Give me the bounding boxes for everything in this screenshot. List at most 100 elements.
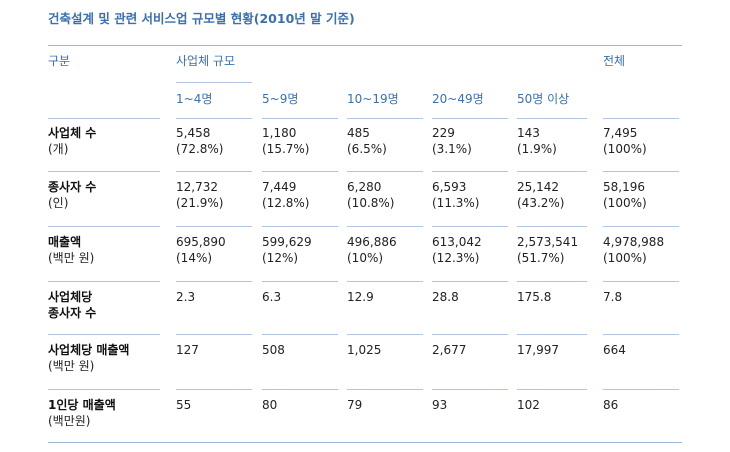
cell-value: 613,042: [432, 235, 482, 249]
row-divider: [347, 281, 423, 282]
row-divider: [603, 226, 679, 227]
row-divider: [432, 281, 508, 282]
row-divider: [48, 226, 160, 227]
header-size-rule: [432, 118, 508, 119]
bottom-rule: [48, 442, 682, 443]
table-cell: 6.3: [262, 289, 281, 305]
row-divider: [603, 171, 679, 172]
header-category: 구분: [48, 54, 71, 68]
cell-value: 7,495: [603, 126, 638, 140]
row-label-main: 1인당 매출액: [48, 398, 116, 412]
cell-percent: (51.7%): [517, 251, 565, 265]
row-label-main: 매출액: [48, 235, 82, 249]
header-size-4: 20~49명: [432, 92, 484, 106]
table-cell: 1,180 (15.7%): [262, 125, 309, 157]
table-cell: 12,732 (21.9%): [176, 179, 223, 211]
row-label-main: 사업체 수: [48, 126, 97, 140]
cell-value: 17,997: [517, 343, 559, 357]
row-divider: [48, 281, 160, 282]
cell-value: 143: [517, 126, 540, 140]
header-size-rule: [176, 118, 252, 119]
top-rule: [48, 45, 682, 46]
row-divider: [432, 334, 508, 335]
table-cell: 613,042 (12.3%): [432, 234, 482, 266]
row-divider: [262, 281, 338, 282]
cell-percent: (10.8%): [347, 196, 395, 210]
row-divider: [176, 281, 252, 282]
table-cell: 58,196 (100%): [603, 179, 647, 211]
row-divider: [432, 389, 508, 390]
cell-value: 6,280: [347, 180, 382, 194]
cell-value: 25,142: [517, 180, 559, 194]
table-cell: 599,629 (12%): [262, 234, 312, 266]
cell-value: 508: [262, 343, 285, 357]
table-cell: 127: [176, 342, 199, 358]
cell-value: 1,025: [347, 343, 382, 357]
cell-percent: (6.5%): [347, 142, 387, 156]
header-label-rule: [48, 118, 160, 119]
row-label-main: 사업체당: [48, 290, 93, 304]
table-cell: 28.8: [432, 289, 459, 305]
cell-percent: (12.8%): [262, 196, 310, 210]
row-divider: [262, 171, 338, 172]
table-cell: 17,997: [517, 342, 559, 358]
cell-value: 229: [432, 126, 455, 140]
header-size-rule: [347, 118, 423, 119]
cell-value: 58,196: [603, 180, 645, 194]
table-cell: 2,573,541 (51.7%): [517, 234, 578, 266]
table-cell: 664: [603, 342, 626, 358]
row-divider: [48, 334, 160, 335]
row-label: 매출액 (백만 원): [48, 234, 94, 266]
row-divider: [517, 389, 587, 390]
cell-percent: (12%): [262, 251, 299, 265]
cell-value: 2,677: [432, 343, 467, 357]
row-label: 종사자 수 (인): [48, 179, 96, 211]
table-cell: 93: [432, 397, 447, 413]
header-size-rule: [517, 118, 587, 119]
table-cell: 79: [347, 397, 362, 413]
table-cell: 7,449 (12.8%): [262, 179, 309, 211]
cell-value: 12,732: [176, 180, 218, 194]
row-divider: [347, 226, 423, 227]
row-label-sub: (백만 원): [48, 359, 95, 373]
cell-value: 496,886: [347, 235, 397, 249]
row-divider: [603, 389, 679, 390]
row-divider: [517, 334, 587, 335]
row-label-sub: 종사자 수: [48, 306, 97, 320]
row-divider: [48, 389, 160, 390]
row-divider: [517, 226, 587, 227]
header-size-rule: [603, 118, 679, 119]
header-size-rule: [262, 118, 338, 119]
table-cell: 7,495 (100%): [603, 125, 647, 157]
table-cell: 496,886 (10%): [347, 234, 397, 266]
row-divider: [432, 226, 508, 227]
cell-value: 86: [603, 398, 619, 412]
cell-value: 6,593: [432, 180, 467, 194]
cell-percent: (100%): [603, 251, 647, 265]
cell-value: 6.3: [262, 290, 282, 304]
header-total: 전체: [603, 54, 626, 68]
cell-value: 80: [262, 398, 278, 412]
row-label: 사업체 수 (개): [48, 125, 96, 157]
cell-percent: (21.9%): [176, 196, 224, 210]
table-cell: 86: [603, 397, 618, 413]
cell-value: 93: [432, 398, 448, 412]
table-cell: 7.8: [603, 289, 622, 305]
table-cell: 485 (6.5%): [347, 125, 387, 157]
cell-value: 599,629: [262, 235, 312, 249]
cell-value: 4,978,988: [603, 235, 665, 249]
table-cell: 6,593 (11.3%): [432, 179, 479, 211]
row-divider: [432, 171, 508, 172]
cell-value: 127: [176, 343, 199, 357]
cell-percent: (100%): [603, 142, 647, 156]
row-label-main: 종사자 수: [48, 180, 97, 194]
cell-value: 664: [603, 343, 626, 357]
row-divider: [603, 281, 679, 282]
row-divider: [347, 334, 423, 335]
row-divider: [262, 389, 338, 390]
cell-value: 485: [347, 126, 370, 140]
cell-percent: (43.2%): [517, 196, 565, 210]
header-size-5: 50명 이상: [517, 92, 570, 106]
cell-value: 5,458: [176, 126, 211, 140]
row-label-sub: (백만원): [48, 414, 91, 428]
